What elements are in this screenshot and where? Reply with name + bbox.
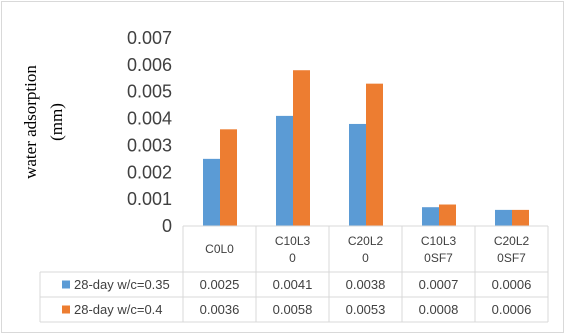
x-tick-label: 0SF7	[424, 251, 453, 265]
bar	[276, 115, 293, 226]
data-label: 0.0006	[492, 277, 532, 292]
legend-label: 28-day w/c=0.4	[74, 302, 163, 317]
bar	[293, 70, 310, 226]
y-tick-label: 0.007	[127, 28, 172, 48]
bar	[512, 209, 529, 226]
x-tick-label: C0L0	[205, 242, 234, 256]
legend-label: 28-day w/c=0.35	[74, 277, 170, 292]
x-tick-label: 0SF7	[497, 251, 526, 265]
bar	[203, 158, 220, 226]
x-tick-label: C20L2	[494, 234, 530, 248]
y-tick-label: 0	[162, 216, 172, 236]
data-label: 0.0036	[200, 302, 240, 317]
bar	[422, 207, 439, 226]
legend-swatch	[62, 305, 70, 314]
bar	[220, 129, 237, 226]
data-label: 0.0041	[273, 277, 313, 292]
x-tick-label: C10L3	[421, 234, 457, 248]
bar	[439, 204, 456, 226]
data-label: 0.0058	[273, 302, 313, 317]
y-tick-label: 0.005	[127, 82, 172, 102]
y-tick-label: 0.004	[127, 109, 172, 129]
data-label: 0.0038	[346, 277, 386, 292]
data-label: 0.0053	[346, 302, 386, 317]
bar	[349, 123, 366, 226]
data-label: 0.0008	[419, 302, 459, 317]
x-tick-label: 0	[289, 251, 296, 265]
x-tick-label: C20L2	[348, 234, 384, 248]
x-tick-label: 0	[362, 251, 369, 265]
legend-swatch	[62, 280, 70, 289]
y-tick-label: 0.002	[127, 162, 172, 182]
bar	[495, 209, 512, 226]
data-label: 0.0006	[492, 302, 532, 317]
bar	[366, 83, 383, 227]
y-axis-label-line-2: (mm)	[47, 103, 66, 141]
data-label: 0.0025	[200, 277, 240, 292]
y-tick-label: 0.001	[127, 189, 172, 209]
data-label: 0.0007	[419, 277, 459, 292]
y-axis-label-line-1: water adsorption	[21, 65, 40, 179]
y-tick-label: 0.006	[127, 55, 172, 75]
x-tick-label: C10L3	[275, 234, 311, 248]
y-tick-label: 0.003	[127, 135, 172, 155]
